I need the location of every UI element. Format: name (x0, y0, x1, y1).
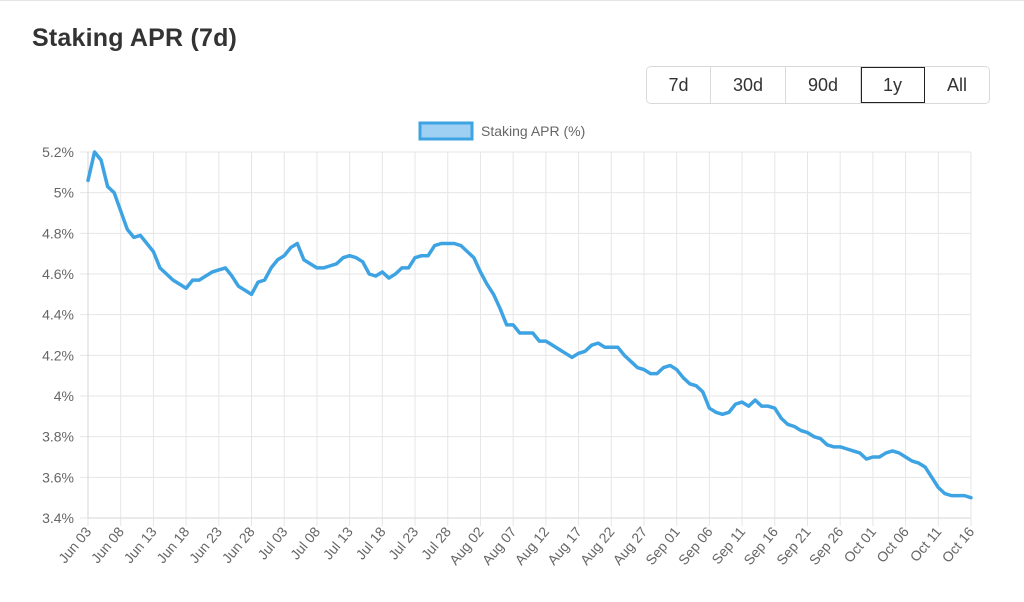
x-tick-label: Jun 28 (219, 523, 258, 566)
chart-grid (80, 151, 972, 526)
y-tick-label: 3.6% (42, 469, 74, 485)
x-tick-label: Jun 23 (186, 523, 225, 566)
x-tick-label: Oct 16 (939, 523, 978, 565)
chart-legend: Staking APR (%) (418, 121, 585, 141)
range-selector: 7d 30d 90d 1y All (646, 66, 990, 104)
x-tick-label: Aug 22 (577, 523, 618, 567)
y-tick-label: 4.6% (42, 266, 74, 282)
x-tick-label: Jun 13 (120, 523, 159, 566)
y-tick-label: 5.2% (42, 144, 74, 160)
x-tick-label: Oct 01 (840, 523, 879, 565)
x-tick-label: Jul 23 (385, 523, 421, 562)
y-tick-label: 4% (54, 388, 74, 404)
range-90d-button[interactable]: 90d (786, 67, 861, 103)
x-tick-label: Sep 16 (740, 523, 781, 567)
page-title: Staking APR (7d) (32, 24, 238, 52)
x-tick-label: Oct 11 (906, 523, 944, 564)
series-line-staking-apr (86, 150, 973, 500)
y-tick-label: 4.4% (42, 307, 74, 323)
y-tick-label: 4.8% (42, 225, 74, 241)
range-7d-button[interactable]: 7d (647, 67, 711, 103)
legend-label: Staking APR (%) (481, 123, 585, 139)
x-tick-label: Jul 13 (320, 523, 356, 562)
x-tick-label: Aug 07 (479, 523, 520, 567)
y-tick-label: 5% (54, 185, 74, 201)
x-tick-label: Jul 08 (287, 523, 323, 562)
x-tick-label: Jul 03 (254, 523, 290, 562)
y-axis-ticks: 3.4% 3.6% 3.8% 4% 4.2% 4.4% 4.6% 4.8% 5% 5.2% (42, 144, 74, 526)
x-tick-label: Jun 08 (88, 523, 127, 566)
range-all-button[interactable]: All (925, 67, 989, 103)
x-tick-label: Sep 06 (675, 523, 716, 567)
x-tick-label: Aug 27 (609, 523, 650, 567)
range-1y-button[interactable]: 1y (861, 67, 925, 103)
x-tick-label: Sep 21 (773, 523, 814, 567)
x-tick-label: Sep 01 (642, 523, 683, 567)
x-tick-label: Sep 26 (806, 523, 847, 567)
y-tick-label: 3.8% (42, 429, 74, 445)
x-tick-label: Aug 12 (511, 523, 552, 567)
x-tick-label: Jun 18 (153, 523, 192, 566)
x-tick-label: Aug 17 (544, 523, 585, 567)
y-tick-label: 4.2% (42, 347, 74, 363)
x-tick-label: Jun 03 (55, 523, 94, 566)
range-30d-button[interactable]: 30d (711, 67, 786, 103)
x-tick-label: Aug 02 (446, 523, 487, 567)
y-tick-label: 3.4% (42, 510, 74, 526)
top-border (0, 0, 1024, 1)
legend-swatch (418, 121, 474, 141)
x-tick-label: Oct 06 (873, 523, 912, 565)
x-tick-label: Jul 18 (352, 523, 388, 562)
